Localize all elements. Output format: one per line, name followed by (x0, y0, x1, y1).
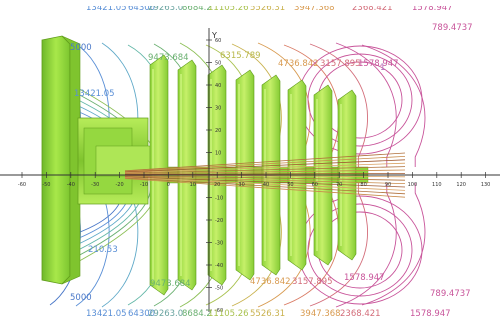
x-tick-label: 50 (287, 182, 293, 188)
contour-label: 1578.947 (410, 309, 451, 319)
contour-label: 9473.684 (150, 279, 191, 289)
green-body (41, 35, 369, 296)
contour-label: 1 (380, 63, 385, 73)
contour-line (335, 42, 397, 167)
contour-label: 5526.31 (250, 309, 285, 319)
contour-line (283, 44, 340, 167)
contour-label: 5000 (70, 293, 92, 303)
ray-line (124, 175, 406, 184)
y-tick-label: -30 (215, 241, 223, 247)
y-tick-label: -50 (215, 286, 223, 292)
y-tick-label: -60 (215, 308, 223, 314)
x-tick-label: 0 (167, 182, 170, 188)
y-tick-label: -40 (215, 263, 223, 269)
contour-label: 3947.368 (300, 309, 341, 319)
contour-label: 29263.0 (148, 3, 183, 13)
ray-line (124, 176, 406, 188)
x-axis-ticks: -60 -50 -40 -30 -20 -10 0 10 20 30 40 50 60 70 80 90 100… (18, 172, 490, 188)
contour-line (307, 203, 413, 297)
axes: Y -60 -50 -40 -30 -20 -10 0 10 20 30 40 50 60 70 80 90 1… (0, 28, 500, 314)
contour-label: 11105.26 (208, 309, 249, 319)
contour-label: 4736.842 (278, 59, 319, 69)
ray-line (124, 177, 406, 191)
y-tick-label: 30 (215, 106, 221, 112)
y-tick-label: 60 (215, 38, 221, 44)
y-axis-label: Y (211, 31, 217, 40)
contour-label: 3157.895 (320, 59, 361, 69)
ray-line (124, 152, 406, 172)
ray-lines (124, 152, 406, 198)
contour-label: 1578.947 (344, 273, 385, 283)
x-tick-label: 110 (432, 182, 442, 188)
x-tick-label: 60 (312, 182, 318, 188)
contour-label: 9473.684 (148, 53, 189, 63)
contour-label: 29263.0 (148, 309, 183, 319)
contour-label: 5000 (70, 43, 92, 53)
top-toolbar-remnant (0, 0, 500, 6)
contour-label: 13421.05 (86, 309, 127, 319)
x-tick-label: 20 (214, 182, 220, 188)
x-tick-label: 90 (385, 182, 391, 188)
x-tick-label: -30 (91, 182, 99, 188)
y-tick-label: 50 (215, 61, 221, 67)
ray-line (124, 172, 406, 175)
x-tick-label: -10 (140, 182, 148, 188)
x-tick-label: 70 (336, 182, 342, 188)
y-tick-label: 10 (215, 151, 221, 157)
ray-line (124, 162, 406, 173)
contour-label: 210.53 (88, 245, 118, 255)
contour-label: 13421.05 (86, 3, 127, 13)
ray-line (124, 177, 406, 195)
x-tick-label: -20 (116, 182, 124, 188)
x-tick-label: -60 (18, 182, 26, 188)
contour-line (309, 183, 368, 307)
contour-label: 1578.947 (412, 3, 453, 13)
contour-label: 2368.421 (352, 3, 393, 13)
contour-line (283, 183, 340, 306)
contour-label: 1578.947 (358, 59, 399, 69)
contour-line (335, 183, 397, 308)
y-tick-label: 40 (215, 83, 221, 89)
contour-line (307, 53, 413, 147)
ray-line (124, 156, 406, 172)
contour-label: 6315.789 (220, 51, 261, 61)
ray-line (124, 178, 406, 198)
x-tick-label: -40 (67, 182, 75, 188)
contour-label: 789.4737 (432, 23, 473, 33)
y-axis-ticks: 60 50 40 30 20 10 -10 -20 -30 -40 -50 -60 (206, 38, 223, 314)
ray-line (124, 166, 406, 174)
contour-label: 8684.2 (182, 3, 212, 13)
contour-label: 789.4737 (430, 289, 471, 299)
y-tick-label: -20 (215, 218, 223, 224)
ray-line (124, 159, 406, 173)
ray-line (124, 169, 406, 175)
x-tick-label: 30 (238, 182, 244, 188)
x-tick-label: 130 (481, 182, 491, 188)
contour-label: 13421.05 (74, 89, 115, 99)
x-tick-label: 10 (190, 182, 196, 188)
back-plate (41, 35, 71, 285)
x-tick-label: 80 (360, 182, 366, 188)
contour-label: 64300 (128, 309, 155, 319)
x-tick-label: 40 (263, 182, 269, 188)
x-tick-label: -50 (42, 182, 50, 188)
contour-label: 3947.368 (294, 3, 335, 13)
back-plate-rim (61, 35, 81, 285)
x-tick-label: 120 (456, 182, 466, 188)
contour-label: 2368.421 (340, 309, 381, 319)
ray-line (124, 175, 406, 181)
contour-label: 11105.26 (208, 3, 249, 13)
contour-label: 3157.895 (292, 277, 333, 287)
contour-label: 5526.31 (250, 3, 285, 13)
y-tick-label: 20 (215, 128, 221, 134)
contour-label: 64300 (128, 3, 155, 13)
x-tick-label: 100 (408, 182, 418, 188)
contour-label: 4736.842 (250, 277, 291, 287)
contour-label: 8684.2 (182, 309, 212, 319)
contour-line (309, 43, 368, 167)
y-tick-label: -10 (215, 196, 223, 202)
